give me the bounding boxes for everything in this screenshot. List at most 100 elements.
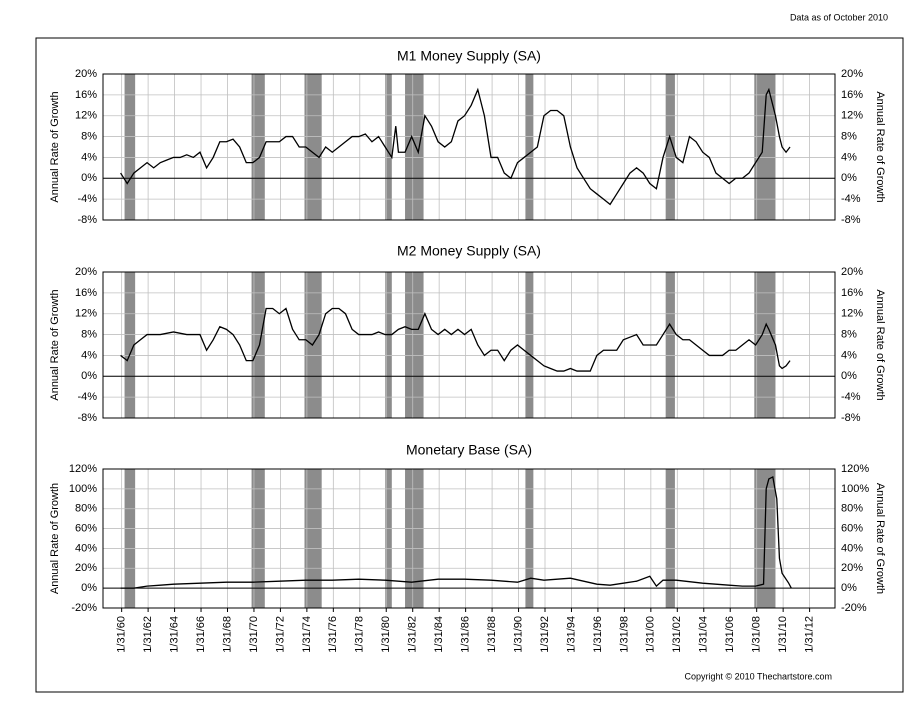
y-tick-label: 60% — [75, 522, 97, 534]
y-axis-label: Annual Rate of Growth — [49, 483, 61, 594]
x-tick-label: 1/31/64 — [168, 616, 180, 653]
recession-band — [304, 469, 322, 608]
y-tick-label: -20% — [71, 602, 97, 614]
x-tick-label: 1/31/76 — [327, 616, 339, 653]
data-line — [120, 87, 791, 206]
y2-tick-label: 8% — [841, 130, 857, 142]
y-tick-label: 20% — [75, 562, 97, 574]
recession-band — [251, 469, 265, 608]
y2-tick-label: 60% — [841, 522, 863, 534]
recession-band — [124, 469, 136, 608]
y2-tick-label: 12% — [841, 308, 863, 320]
y-tick-label: 12% — [75, 110, 97, 122]
y2-tick-label: 0% — [841, 582, 857, 594]
y2-tick-label: -8% — [841, 412, 861, 424]
recession-band — [754, 74, 776, 220]
y-tick-label: 0% — [81, 582, 97, 594]
plot-background — [103, 469, 835, 608]
panel-title: M1 Money Supply (SA) — [397, 48, 541, 64]
recession-band — [385, 272, 392, 418]
data-line — [120, 475, 792, 589]
recession-band — [405, 74, 424, 220]
x-tick-label: 1/31/84 — [433, 616, 445, 653]
copyright: Copyright © 2010 Thechartstore.com — [684, 671, 832, 681]
recession-band — [665, 469, 675, 608]
y-tick-label: 8% — [81, 130, 97, 142]
y-tick-label: 4% — [81, 349, 97, 361]
y-tick-label: 8% — [81, 328, 97, 340]
y2-tick-label: -20% — [841, 602, 867, 614]
recession-band — [251, 272, 265, 418]
y-tick-label: 12% — [75, 308, 97, 320]
y-tick-label: 16% — [75, 89, 97, 101]
recession-band — [525, 74, 534, 220]
panel-title: M2 Money Supply (SA) — [397, 243, 541, 259]
recession-band — [251, 74, 265, 220]
x-tick-label: 1/31/10 — [777, 616, 789, 653]
x-tick-label: 1/31/70 — [248, 616, 260, 653]
x-tick-label: 1/31/06 — [724, 616, 736, 653]
x-tick-label: 1/31/96 — [592, 616, 604, 653]
recession-band — [405, 272, 424, 418]
y2-tick-label: 20% — [841, 266, 863, 278]
recession-band — [124, 272, 136, 418]
y-tick-label: -8% — [77, 214, 97, 226]
recession-band — [385, 469, 392, 608]
x-tick-label: 1/31/72 — [274, 616, 286, 653]
x-tick-label: 1/31/66 — [195, 616, 207, 653]
recession-band — [665, 74, 675, 220]
x-tick-label: 1/31/88 — [486, 616, 498, 653]
x-tick-label: 1/31/68 — [221, 616, 233, 653]
y-tick-label: -4% — [77, 391, 97, 403]
recession-band — [665, 272, 675, 418]
panel-title: Monetary Base (SA) — [406, 442, 532, 458]
y2-tick-label: 80% — [841, 503, 863, 515]
x-tick-label: 1/31/62 — [142, 616, 154, 653]
recession-band — [405, 469, 424, 608]
y2-tick-label: 20% — [841, 562, 863, 574]
data-note: Data as of October 2010 — [790, 12, 888, 22]
plot-background — [103, 272, 835, 418]
x-tick-label: 1/31/78 — [354, 616, 366, 653]
recession-band — [304, 74, 322, 220]
plot-frame — [102, 271, 836, 419]
y-tick-label: 80% — [75, 503, 97, 515]
y2-tick-label: 100% — [841, 483, 869, 495]
y2-tick-label: 0% — [841, 370, 857, 382]
y-tick-label: 16% — [75, 287, 97, 299]
y2-tick-label: 20% — [841, 68, 863, 80]
y-tick-label: -4% — [77, 193, 97, 205]
y2-tick-label: 0% — [841, 172, 857, 184]
recession-band — [124, 74, 136, 220]
x-tick-label: 1/31/00 — [645, 616, 657, 653]
x-tick-label: 1/31/02 — [671, 616, 683, 653]
recession-band — [525, 272, 534, 418]
y2-tick-label: 16% — [841, 89, 863, 101]
x-tick-label: 1/31/04 — [698, 616, 710, 653]
x-tick-label: 1/31/80 — [380, 616, 392, 653]
y2-tick-label: 12% — [841, 110, 863, 122]
x-tick-label: 1/31/94 — [565, 616, 577, 653]
outer-frame — [35, 37, 904, 693]
y-tick-label: 0% — [81, 370, 97, 382]
y-tick-label: 40% — [75, 542, 97, 554]
y-tick-label: 4% — [81, 151, 97, 163]
y2-tick-label: 40% — [841, 542, 863, 554]
y-tick-label: 120% — [69, 463, 97, 475]
y2-axis-label: Annual Rate of Growth — [874, 91, 886, 202]
y2-tick-label: -4% — [841, 391, 861, 403]
y-axis-label: Annual Rate of Growth — [49, 91, 61, 202]
y2-axis-label: Annual Rate of Growth — [874, 483, 886, 594]
y2-tick-label: -4% — [841, 193, 861, 205]
x-tick-label: 1/31/86 — [460, 616, 472, 653]
y2-tick-label: 16% — [841, 287, 863, 299]
y2-tick-label: 4% — [841, 349, 857, 361]
recession-band — [754, 272, 776, 418]
x-tick-label: 1/31/60 — [116, 616, 128, 653]
plot-frame — [102, 73, 836, 221]
y-axis-label: Annual Rate of Growth — [49, 289, 61, 400]
y-tick-label: 100% — [69, 483, 97, 495]
y-tick-label: -8% — [77, 412, 97, 424]
